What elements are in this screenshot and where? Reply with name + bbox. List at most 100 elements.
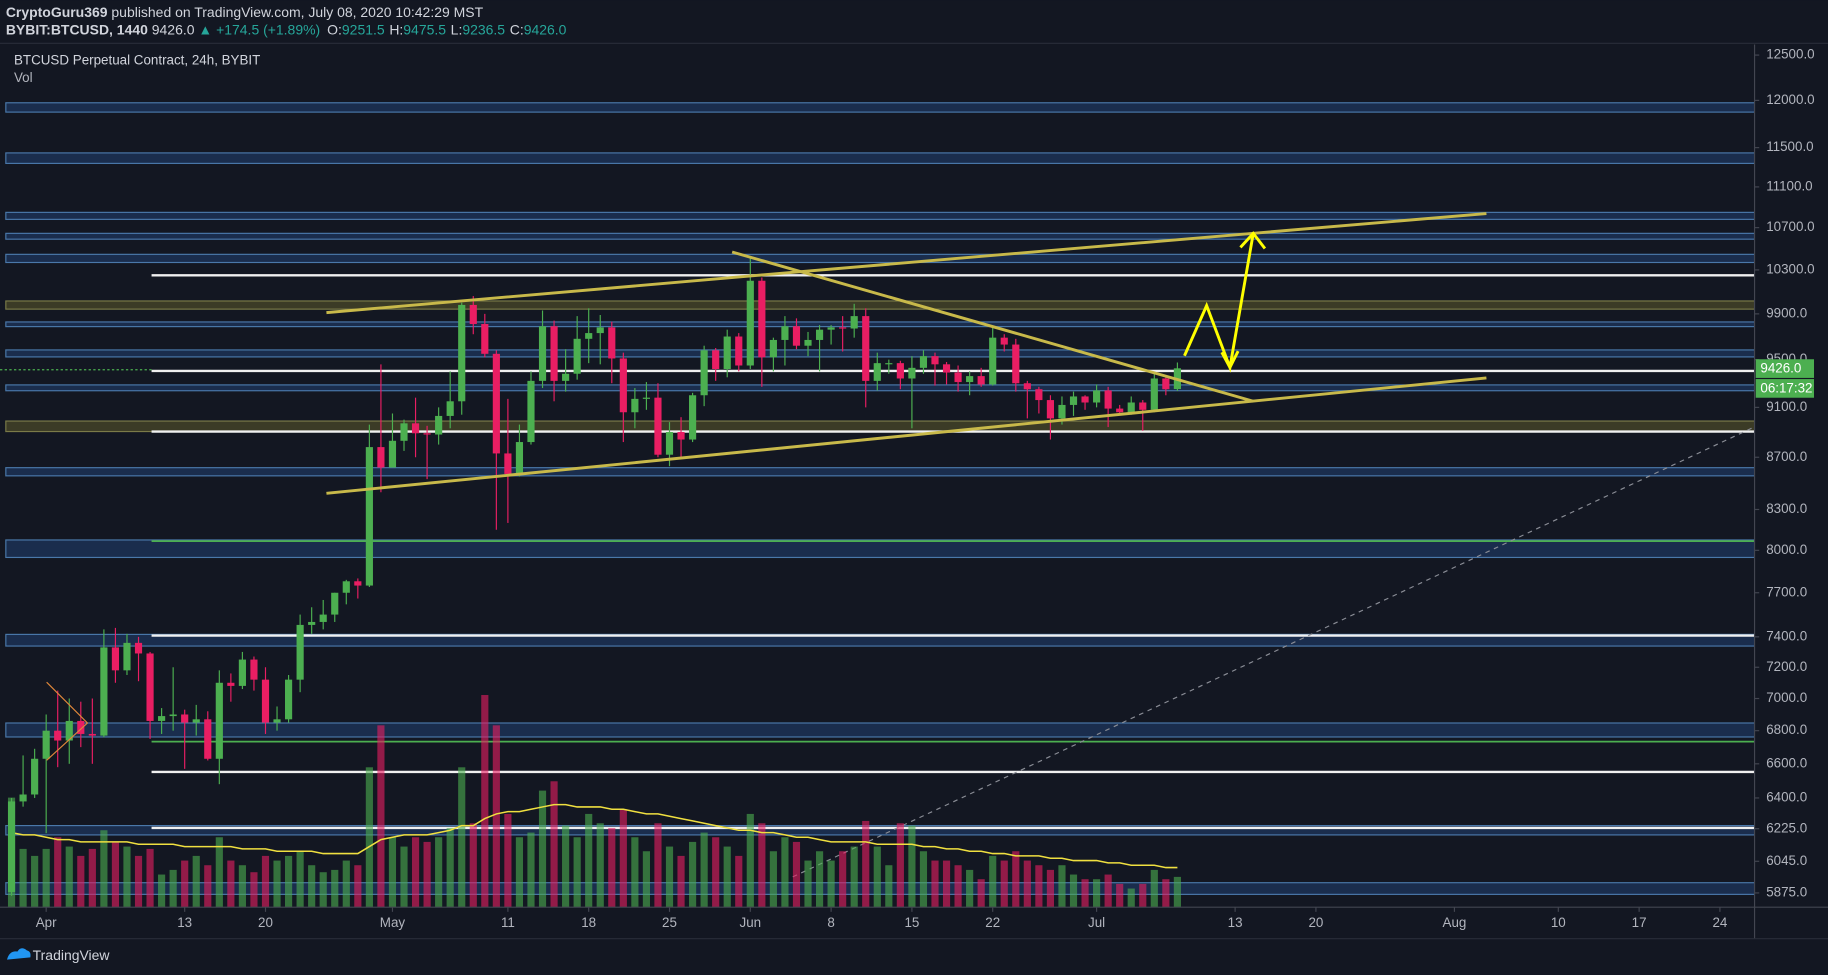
- candle-body: [100, 647, 108, 736]
- volume-bar: [446, 827, 454, 908]
- candle-body: [562, 373, 570, 381]
- volume-bar: [481, 695, 489, 908]
- volume-bar: [1162, 879, 1170, 908]
- volume-bar: [1000, 860, 1008, 908]
- volume-bar: [896, 823, 904, 908]
- candle-body: [238, 659, 246, 686]
- y-tick-label: 6045.0: [1766, 853, 1807, 868]
- candle-body: [758, 280, 766, 358]
- countdown: 06:17:32: [1760, 381, 1812, 396]
- volume-bar: [596, 823, 604, 908]
- candle-body: [538, 326, 547, 381]
- candle-body: [54, 730, 62, 741]
- candle-body: [123, 642, 131, 671]
- x-tick-label: Aug: [1443, 915, 1467, 930]
- volume-bar: [723, 846, 731, 908]
- candle-body: [354, 581, 362, 586]
- candle-body: [504, 453, 512, 474]
- candle-body: [1127, 402, 1135, 413]
- ohlc-label: H:: [389, 21, 403, 37]
- volume-bar: [411, 837, 420, 908]
- candle-body: [527, 380, 535, 443]
- candle-body: [665, 432, 674, 455]
- volume-bar: [250, 872, 258, 908]
- ohlc-label: C:: [510, 21, 524, 37]
- candle-body: [1012, 344, 1020, 384]
- header-line: CryptoGuru369 published on TradingView.c…: [6, 4, 484, 20]
- volume-bar: [642, 851, 650, 908]
- y-tick-label: 9900.0: [1766, 305, 1807, 320]
- x-tick-label: Jul: [1088, 915, 1105, 930]
- axes: 12500.0 12000.0 11500.0 11100.0 10700.0 10300…: [36, 47, 1815, 930]
- zone: [5, 232, 1756, 240]
- candle-body: [654, 397, 662, 455]
- candle-body: [88, 733, 96, 736]
- volume-bar: [827, 860, 835, 908]
- price-axis: [1754, 44, 1828, 908]
- volume-bar: [735, 855, 743, 908]
- candle-body: [827, 327, 835, 330]
- legend-title: BTCUSD Perpetual Contract, 24h, BYBIT: [14, 52, 260, 67]
- candle-body: [1139, 402, 1147, 410]
- volume-bar: [562, 825, 570, 908]
- volume-bar: [1023, 860, 1031, 908]
- volume-bar: [273, 860, 281, 908]
- candle-body: [446, 401, 454, 416]
- y-tick-label: 11100.0: [1766, 178, 1812, 193]
- candle-body: [1093, 390, 1101, 403]
- volume-bar: [19, 848, 27, 908]
- zone: [5, 300, 1756, 310]
- volume-bar: [1116, 883, 1124, 908]
- candle-body: [319, 614, 327, 622]
- volume-bar: [400, 846, 408, 908]
- logo: [6, 948, 31, 960]
- volume-bar: [88, 848, 96, 908]
- candle-body: [550, 326, 558, 381]
- candle-body: [931, 356, 939, 365]
- candle-body: [492, 353, 500, 454]
- volume-bar: [42, 848, 50, 908]
- candle-body: [250, 659, 258, 680]
- x-tick-label: 13: [177, 915, 192, 930]
- volume-bar: [550, 781, 558, 908]
- candle-body: [608, 327, 616, 359]
- x-tick-label: May: [380, 915, 406, 930]
- volume-bar: [908, 825, 916, 908]
- price-box: [1755, 359, 1815, 378]
- volume-bar: [158, 874, 166, 908]
- candle-body: [284, 679, 293, 720]
- candle-body: [896, 363, 904, 379]
- ohlc-value: 9475.5: [403, 21, 446, 37]
- x-tick-label: 22: [985, 915, 1000, 930]
- candle-body: [735, 336, 743, 366]
- volume-bar: [204, 865, 212, 908]
- y-tick-label: 6400.0: [1766, 790, 1807, 805]
- volume-bar: [573, 837, 581, 908]
- drawings: [46, 212, 1487, 761]
- candle-body: [977, 376, 985, 385]
- volume-bar: [1173, 876, 1181, 908]
- candle-body: [111, 647, 120, 671]
- zone: [5, 722, 1756, 738]
- candle-body: [642, 397, 650, 399]
- volume-bar: [227, 860, 235, 908]
- candle-body: [469, 304, 477, 325]
- x-tick-label: 15: [904, 915, 919, 930]
- candle-body: [65, 720, 73, 741]
- marks: [7, 257, 1181, 908]
- candle-body: [181, 714, 189, 723]
- volume-bar: [435, 837, 443, 908]
- zone: [5, 321, 1756, 328]
- volume-bar: [469, 823, 477, 908]
- symbol: BYBIT:BTCUSD, 1440: [6, 21, 148, 37]
- arrow-head: [1239, 231, 1267, 250]
- trend-line: [326, 376, 1487, 495]
- volume-bar: [1104, 874, 1112, 908]
- trend-line: [326, 212, 1487, 315]
- ohlc-value: 9426.0: [524, 21, 567, 37]
- y-tick-label: 11500.0: [1766, 139, 1813, 154]
- candle-body: [273, 719, 281, 723]
- candle-body: [296, 624, 304, 680]
- x-tick-label: 20: [1308, 915, 1323, 930]
